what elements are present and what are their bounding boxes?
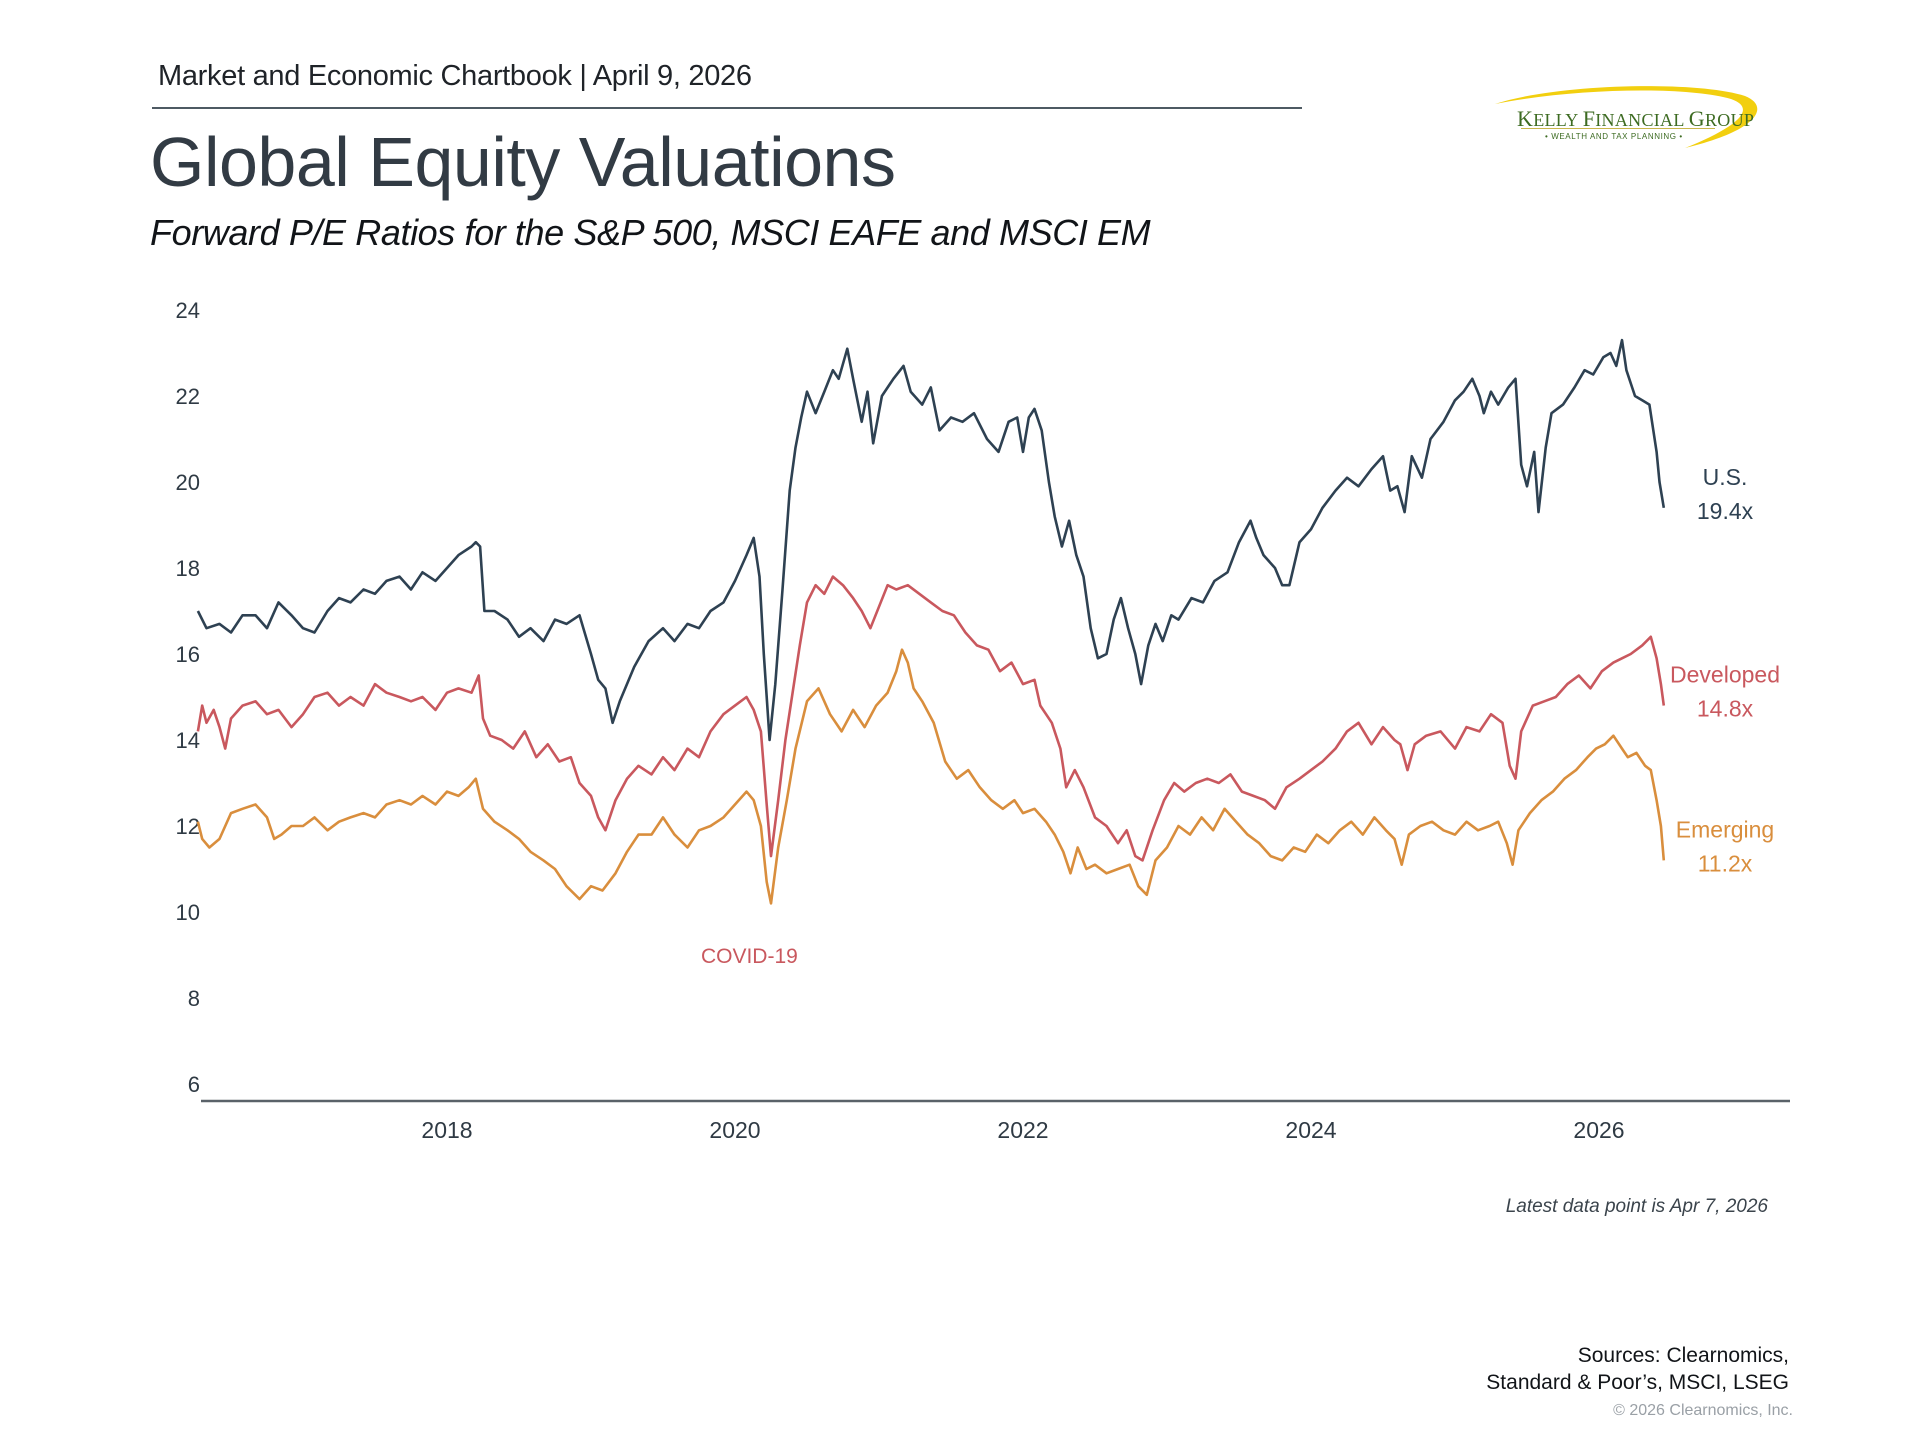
y-tick-label: 20 bbox=[176, 470, 200, 495]
series-line-u-s bbox=[196, 338, 1666, 742]
annotation-covid-19: COVID-19 bbox=[701, 945, 798, 968]
y-axis-ticks: 6 8 10 12 14 16 18 20 22 24 bbox=[176, 298, 200, 1097]
y-tick-label: 8 bbox=[188, 986, 200, 1011]
logo-underline bbox=[1521, 128, 1715, 129]
series-end-labels: U.S. 19.4x Developed 14.8x Emerging 11.2x bbox=[1670, 464, 1780, 877]
y-tick-label: 24 bbox=[176, 298, 200, 323]
y-tick-label: 18 bbox=[176, 556, 200, 581]
company-logo: KELLY FINANCIAL GROUP • WEALTH AND TAX P… bbox=[1495, 82, 1760, 150]
page-title: Global Equity Valuations bbox=[150, 123, 896, 201]
logo-company-name: KELLY FINANCIAL GROUP bbox=[1517, 106, 1755, 131]
y-tick-label: 22 bbox=[176, 384, 200, 409]
sources-line-2: Standard & Poor’s, MSCI, LSEG bbox=[1486, 1371, 1789, 1394]
latest-data-note: Latest data point is Apr 7, 2026 bbox=[1505, 1196, 1768, 1217]
sources-line-1: Sources: Clearnomics, bbox=[1577, 1344, 1789, 1367]
page-subtitle: Forward P/E Ratios for the S&P 500, MSCI… bbox=[150, 212, 1151, 253]
copyright-text: © 2026 Clearnomics, Inc. bbox=[1613, 1402, 1793, 1419]
x-tick-label: 2022 bbox=[997, 1117, 1048, 1143]
series-lines bbox=[196, 338, 1666, 905]
series-line-developed bbox=[196, 575, 1666, 862]
y-tick-label: 16 bbox=[176, 642, 200, 667]
series-label-emerging: Emerging bbox=[1676, 816, 1774, 842]
series-label-u-s: U.S. bbox=[1703, 464, 1748, 490]
x-tick-label: 2020 bbox=[709, 1117, 760, 1143]
chart-annotations: COVID-19 bbox=[701, 945, 798, 968]
series-line-emerging bbox=[196, 648, 1666, 905]
header-divider bbox=[152, 107, 1302, 109]
x-tick-label: 2026 bbox=[1573, 1117, 1624, 1143]
series-value-developed: 14.8x bbox=[1697, 696, 1754, 722]
series-value-u-s: 19.4x bbox=[1697, 498, 1754, 524]
sources-text: Sources: Clearnomics, Standard & Poor’s,… bbox=[1486, 1342, 1789, 1396]
y-tick-label: 14 bbox=[176, 728, 200, 753]
x-tick-label: 2018 bbox=[421, 1117, 472, 1143]
y-tick-label: 6 bbox=[188, 1072, 200, 1097]
chartbook-header: Market and Economic Chartbook | April 9,… bbox=[158, 60, 752, 92]
y-tick-label: 12 bbox=[176, 814, 200, 839]
x-tick-label: 2024 bbox=[1285, 1117, 1336, 1143]
x-axis-ticks: 2018 2020 2022 2024 2026 bbox=[421, 1117, 1624, 1143]
series-value-emerging: 11.2x bbox=[1698, 850, 1753, 876]
series-label-developed: Developed bbox=[1670, 662, 1780, 688]
y-tick-label: 10 bbox=[176, 900, 200, 925]
logo-tagline: • WEALTH AND TAX PLANNING • bbox=[1545, 132, 1683, 141]
